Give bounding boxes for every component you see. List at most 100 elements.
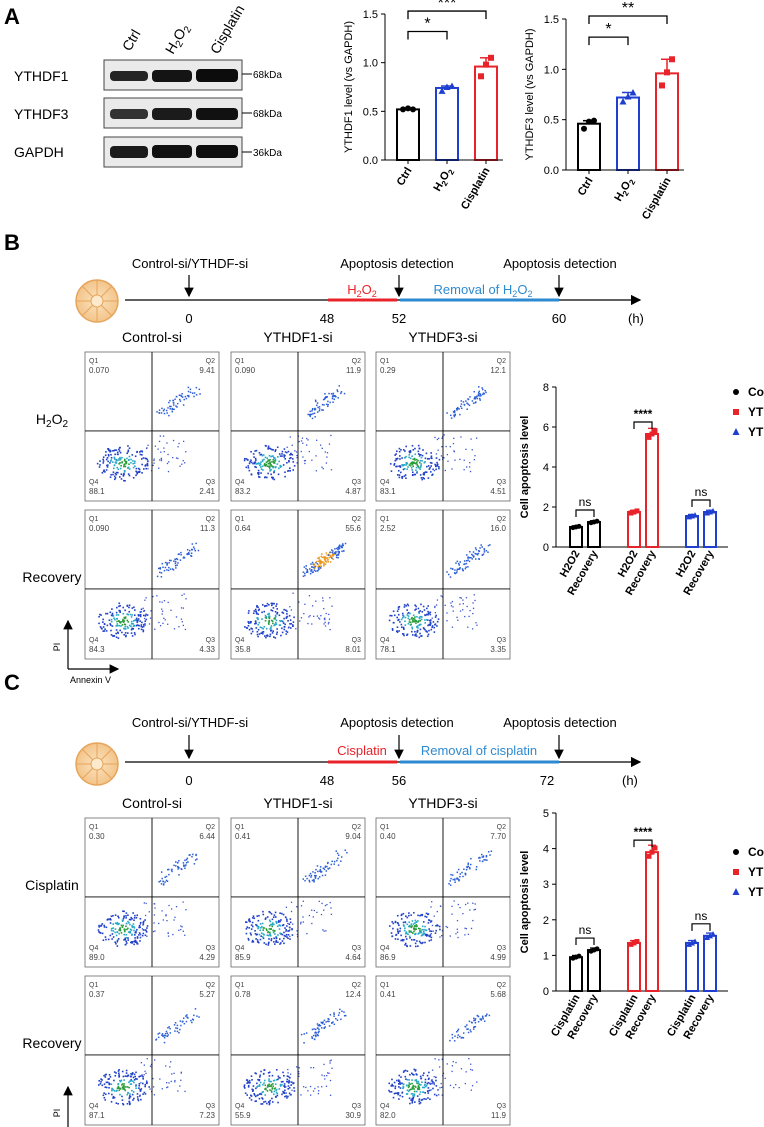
timeline-c-label-sirna: Control-si/YTHDF-si: [132, 715, 248, 730]
flow-quad-label: Q2: [497, 824, 506, 831]
data-point: [710, 507, 716, 514]
flow-quad-value: 6.44: [199, 832, 215, 841]
flow-dots: [244, 542, 347, 639]
bar: [645, 433, 659, 548]
flow-quad-label: Q1: [380, 824, 389, 831]
flow-quad-label: Q3: [352, 479, 361, 486]
x-tick-label: Ctrl: [576, 176, 596, 198]
timeline-b: Control-si/YTHDF-si Apoptosis detection …: [75, 256, 644, 326]
sig-bracket: [691, 923, 711, 931]
y-tick-label: 1: [543, 950, 549, 962]
cell-cluster-icon: [75, 279, 119, 323]
sig-label: *: [605, 21, 611, 38]
sig-bracket: [407, 10, 487, 20]
timeline-c-tick-48: 48: [320, 773, 334, 788]
flow-quad-label: Q4: [235, 637, 244, 644]
data-point: [448, 82, 456, 90]
flow-dots: [388, 1013, 491, 1105]
timeline-b-tick-60: 60: [552, 311, 566, 326]
sig-label: ***: [438, 0, 457, 12]
flow-quad-value: 12.4: [345, 990, 361, 999]
flow-quad-value: 86.9: [380, 953, 396, 962]
y-axis-label: Cell apoptosis level: [519, 851, 531, 954]
x-tick-label-h2o2: H2O2: [431, 165, 456, 194]
flow-dots: [98, 542, 200, 639]
flow-quad-value: 4.51: [490, 487, 506, 496]
flow-quad-label: Q2: [352, 358, 361, 365]
flow-column-header: YTHDF1-si: [263, 329, 332, 345]
flow-quad-label: Q3: [206, 637, 215, 644]
timeline-b-removal-label: Removal of H2O2: [434, 282, 533, 299]
legend-label: Control-si: [748, 845, 764, 859]
flow-quad-value: 3.35: [490, 645, 506, 654]
flow-quad-value: 89.0: [89, 953, 105, 962]
flow-quad-value: 82.0: [380, 1111, 396, 1120]
data-point: [594, 518, 600, 524]
data-point: [646, 853, 652, 859]
bar: [396, 108, 420, 161]
bar: [685, 515, 699, 548]
bar: [587, 949, 601, 992]
flow-quad-value: 9.41: [199, 366, 215, 375]
flow-quad-label: Q4: [89, 1103, 98, 1110]
data-point: [686, 941, 692, 947]
flow-dots: [388, 544, 491, 639]
sig-bracket: [633, 839, 653, 848]
data-point: [576, 523, 582, 529]
flow-quad-label: Q4: [235, 945, 244, 952]
sig-label: ****: [634, 407, 653, 421]
flow-quad-value: 85.9: [235, 953, 251, 962]
flow-dots: [243, 385, 346, 481]
bar: [569, 956, 583, 992]
y-tick-label: 0: [543, 986, 549, 998]
y-tick-label: 0: [543, 542, 549, 554]
flow-quad-label: Q2: [497, 516, 506, 523]
data-point: [405, 105, 411, 112]
flow-quad-value: 0.29: [380, 366, 396, 375]
panel-letter-a: A: [4, 4, 20, 29]
flow-cytometry-c: Control-si YTHDF1-si YTHDF3-siCisplatinQ10…: [22, 795, 511, 1127]
data-point: [594, 946, 600, 952]
chart-ythdf1-level: 0.0 0.5 1.0 1.5 YTHDF1 level (vs GAPDH) Ctrl H…: [343, 0, 503, 212]
bar: [577, 122, 601, 172]
flow-quad-label: Q1: [89, 982, 98, 989]
flow-quad-label: Q4: [380, 637, 389, 644]
y-tick-label: 1.0: [363, 58, 378, 70]
data-point: [483, 61, 489, 68]
flow-quad-value: 0.30: [89, 832, 105, 841]
flow-quad-value: 84.3: [89, 645, 105, 654]
flow-quad-value: 4.87: [345, 487, 361, 496]
flow-quad-label: Q3: [352, 637, 361, 644]
bar: [435, 86, 459, 161]
y-tick-label: 8: [543, 382, 549, 394]
legend-marker: [733, 849, 739, 855]
sig-label: **: [622, 0, 634, 17]
flow-row-label: Cisplatin: [25, 877, 79, 893]
legend-label: YTHDF1-si: [748, 405, 764, 419]
timeline-b-tick-52: 52: [392, 311, 406, 326]
y-tick-label: 6: [543, 422, 549, 434]
data-point: [649, 849, 655, 855]
flow-quad-value: 7.70: [490, 832, 506, 841]
data-point: [629, 88, 637, 96]
flow-quad-label: Q4: [235, 479, 244, 486]
bar: [616, 96, 640, 171]
data-point: [576, 953, 582, 959]
wb-row-label-gapdh: GAPDH: [14, 144, 64, 160]
timeline-b-label-sirna: Control-si/YTHDF-si: [132, 256, 248, 271]
flow-quad-label: Q3: [206, 1103, 215, 1110]
flow-dots: [245, 849, 348, 946]
legend-label: YTHDF3-si: [748, 425, 764, 439]
timeline-c-removal-label: Removal of cisplatin: [421, 743, 537, 758]
timeline-c-label-detect2: Apoptosis detection: [503, 715, 616, 730]
flow-quad-value: 83.2: [235, 487, 251, 496]
y-tick-label: 0.0: [544, 165, 559, 177]
data-point: [631, 509, 637, 515]
sig-label: ****: [634, 825, 653, 839]
data-point: [438, 87, 446, 94]
flow-quad-value: 7.23: [199, 1111, 215, 1120]
flow-quad-label: Q4: [89, 637, 98, 644]
flow-dots: [96, 386, 201, 482]
flow-quad-value: 4.29: [199, 953, 215, 962]
flow-quad-label: Q2: [497, 358, 506, 365]
